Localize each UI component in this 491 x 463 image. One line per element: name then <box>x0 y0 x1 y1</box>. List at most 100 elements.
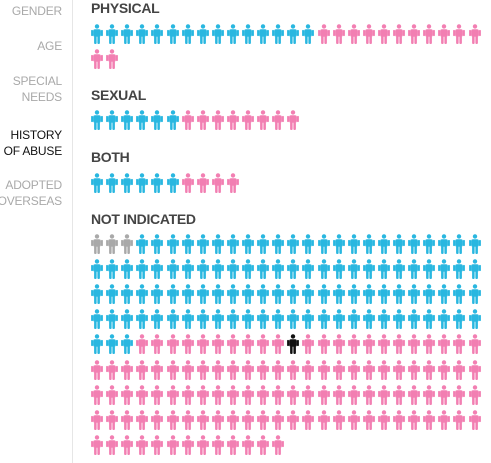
person-icon[interactable] <box>423 284 435 304</box>
person-icon[interactable] <box>469 284 481 304</box>
person-icon[interactable] <box>136 234 148 254</box>
person-icon[interactable] <box>136 284 148 304</box>
person-icon[interactable] <box>333 385 345 405</box>
person-icon[interactable] <box>438 234 450 254</box>
person-icon[interactable] <box>212 385 224 405</box>
person-icon[interactable] <box>167 410 179 430</box>
person-icon[interactable] <box>242 110 254 130</box>
person-icon[interactable] <box>287 385 299 405</box>
person-icon[interactable] <box>151 259 163 279</box>
person-icon[interactable] <box>257 259 269 279</box>
person-icon[interactable] <box>348 410 360 430</box>
person-icon[interactable] <box>348 385 360 405</box>
person-icon[interactable] <box>182 173 194 193</box>
person-icon[interactable] <box>197 173 209 193</box>
person-icon[interactable] <box>393 309 405 329</box>
person-icon[interactable] <box>287 410 299 430</box>
person-icon[interactable] <box>438 284 450 304</box>
person-icon[interactable] <box>242 309 254 329</box>
person-icon[interactable] <box>106 435 118 455</box>
sidebar-item-special-needs[interactable]: SPECIAL NEEDS <box>13 73 62 105</box>
person-icon[interactable] <box>257 234 269 254</box>
person-icon[interactable] <box>423 24 435 44</box>
person-icon[interactable] <box>393 259 405 279</box>
person-icon[interactable] <box>121 284 133 304</box>
person-icon[interactable] <box>257 24 269 44</box>
person-icon[interactable] <box>302 284 314 304</box>
person-icon[interactable] <box>212 259 224 279</box>
person-icon[interactable] <box>182 259 194 279</box>
person-icon[interactable] <box>423 385 435 405</box>
person-icon[interactable] <box>363 24 375 44</box>
person-icon[interactable] <box>302 24 314 44</box>
person-icon[interactable] <box>182 309 194 329</box>
person-icon[interactable] <box>393 360 405 380</box>
person-icon[interactable] <box>197 309 209 329</box>
person-icon[interactable] <box>272 334 284 354</box>
person-icon[interactable] <box>318 284 330 304</box>
person-icon[interactable] <box>227 24 239 44</box>
person-icon[interactable] <box>453 360 465 380</box>
person-icon[interactable] <box>106 234 118 254</box>
person-icon[interactable] <box>453 385 465 405</box>
person-icon[interactable] <box>378 334 390 354</box>
person-icon[interactable] <box>121 410 133 430</box>
person-icon[interactable] <box>182 435 194 455</box>
sidebar-item-history-of-abuse[interactable]: HISTORY OF ABUSE <box>4 127 63 159</box>
person-icon[interactable] <box>197 110 209 130</box>
person-icon[interactable] <box>318 360 330 380</box>
person-icon[interactable] <box>91 49 103 69</box>
person-icon[interactable] <box>91 24 103 44</box>
person-icon[interactable] <box>453 309 465 329</box>
person-icon[interactable] <box>333 24 345 44</box>
person-icon[interactable] <box>91 259 103 279</box>
person-icon[interactable] <box>408 284 420 304</box>
person-icon[interactable] <box>167 334 179 354</box>
person-icon[interactable] <box>469 410 481 430</box>
person-icon[interactable] <box>257 334 269 354</box>
person-icon[interactable] <box>469 385 481 405</box>
person-icon[interactable] <box>257 410 269 430</box>
person-icon[interactable] <box>423 259 435 279</box>
person-icon[interactable] <box>469 334 481 354</box>
person-icon[interactable] <box>393 24 405 44</box>
person-icon[interactable] <box>257 435 269 455</box>
person-icon[interactable] <box>91 360 103 380</box>
person-icon[interactable] <box>469 309 481 329</box>
person-icon[interactable] <box>408 259 420 279</box>
person-icon[interactable] <box>257 110 269 130</box>
person-icon[interactable] <box>333 284 345 304</box>
person-icon[interactable] <box>227 385 239 405</box>
person-icon[interactable] <box>469 360 481 380</box>
person-icon[interactable] <box>197 234 209 254</box>
person-icon[interactable] <box>212 284 224 304</box>
person-icon[interactable] <box>393 234 405 254</box>
person-icon[interactable] <box>408 24 420 44</box>
person-icon[interactable] <box>151 234 163 254</box>
person-icon[interactable] <box>136 334 148 354</box>
person-icon[interactable] <box>197 435 209 455</box>
person-icon[interactable] <box>469 259 481 279</box>
person-icon[interactable] <box>257 385 269 405</box>
person-icon[interactable] <box>363 360 375 380</box>
person-icon[interactable] <box>453 410 465 430</box>
person-icon[interactable] <box>106 410 118 430</box>
person-icon[interactable] <box>151 385 163 405</box>
person-icon[interactable] <box>121 435 133 455</box>
person-icon[interactable] <box>453 24 465 44</box>
person-icon[interactable] <box>318 410 330 430</box>
person-icon[interactable] <box>197 284 209 304</box>
person-icon[interactable] <box>227 110 239 130</box>
person-icon[interactable] <box>227 173 239 193</box>
person-icon[interactable] <box>151 110 163 130</box>
person-icon[interactable] <box>121 110 133 130</box>
person-icon[interactable] <box>182 234 194 254</box>
person-icon[interactable] <box>378 284 390 304</box>
person-icon[interactable] <box>287 24 299 44</box>
person-icon[interactable] <box>91 284 103 304</box>
person-icon[interactable] <box>348 259 360 279</box>
person-icon[interactable] <box>106 110 118 130</box>
person-icon[interactable] <box>272 110 284 130</box>
person-icon[interactable] <box>121 259 133 279</box>
person-icon[interactable] <box>363 410 375 430</box>
